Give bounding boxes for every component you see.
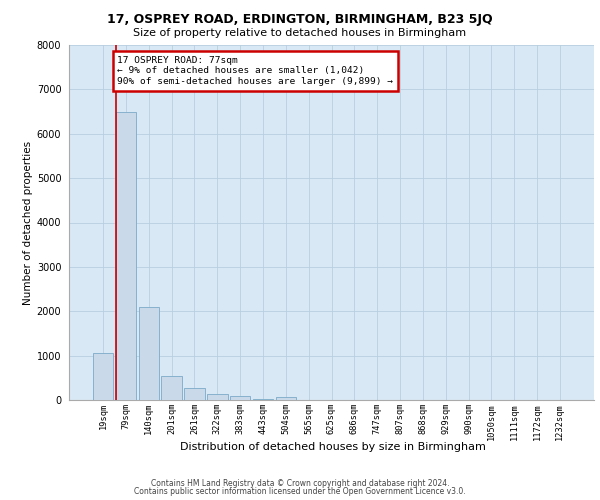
Bar xyxy=(161,376,182,400)
Bar xyxy=(93,354,113,400)
Bar xyxy=(207,394,227,400)
Bar xyxy=(184,388,205,400)
Text: Distribution of detached houses by size in Birmingham: Distribution of detached houses by size … xyxy=(180,442,486,452)
Text: 17, OSPREY ROAD, ERDINGTON, BIRMINGHAM, B23 5JQ: 17, OSPREY ROAD, ERDINGTON, BIRMINGHAM, … xyxy=(107,12,493,26)
Bar xyxy=(230,396,250,400)
Text: 17 OSPREY ROAD: 77sqm
← 9% of detached houses are smaller (1,042)
90% of semi-de: 17 OSPREY ROAD: 77sqm ← 9% of detached h… xyxy=(117,56,393,86)
Y-axis label: Number of detached properties: Number of detached properties xyxy=(23,140,32,304)
Text: Contains HM Land Registry data © Crown copyright and database right 2024.: Contains HM Land Registry data © Crown c… xyxy=(151,478,449,488)
Bar xyxy=(139,307,159,400)
Text: Size of property relative to detached houses in Birmingham: Size of property relative to detached ho… xyxy=(133,28,467,38)
Bar xyxy=(253,398,273,400)
Bar xyxy=(275,398,296,400)
Bar xyxy=(116,112,136,400)
Text: Contains public sector information licensed under the Open Government Licence v3: Contains public sector information licen… xyxy=(134,487,466,496)
